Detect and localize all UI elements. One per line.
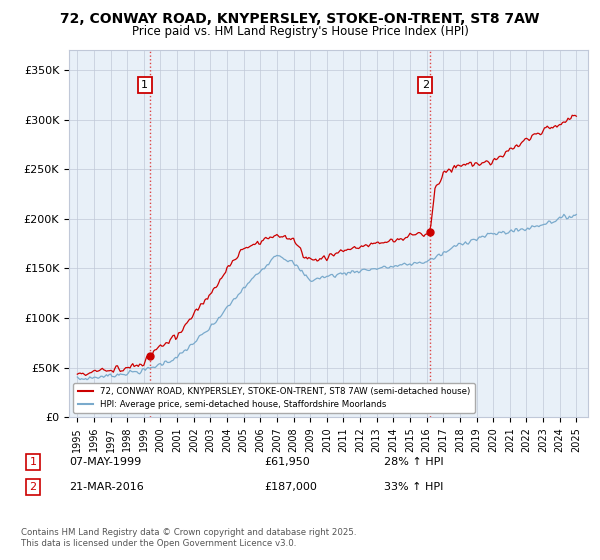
Text: Price paid vs. HM Land Registry's House Price Index (HPI): Price paid vs. HM Land Registry's House … <box>131 25 469 38</box>
Text: 1: 1 <box>141 80 148 90</box>
Text: £61,950: £61,950 <box>264 457 310 467</box>
Text: Contains HM Land Registry data © Crown copyright and database right 2025.
This d: Contains HM Land Registry data © Crown c… <box>21 528 356 548</box>
Text: £187,000: £187,000 <box>264 482 317 492</box>
Legend: 72, CONWAY ROAD, KNYPERSLEY, STOKE-ON-TRENT, ST8 7AW (semi-detached house), HPI:: 72, CONWAY ROAD, KNYPERSLEY, STOKE-ON-TR… <box>73 383 475 413</box>
Text: 72, CONWAY ROAD, KNYPERSLEY, STOKE-ON-TRENT, ST8 7AW: 72, CONWAY ROAD, KNYPERSLEY, STOKE-ON-TR… <box>60 12 540 26</box>
Text: 1: 1 <box>29 457 37 467</box>
Text: 2: 2 <box>29 482 37 492</box>
Text: 2: 2 <box>422 80 429 90</box>
Text: 21-MAR-2016: 21-MAR-2016 <box>69 482 144 492</box>
Text: 07-MAY-1999: 07-MAY-1999 <box>69 457 141 467</box>
Text: 33% ↑ HPI: 33% ↑ HPI <box>384 482 443 492</box>
Text: 28% ↑ HPI: 28% ↑ HPI <box>384 457 443 467</box>
